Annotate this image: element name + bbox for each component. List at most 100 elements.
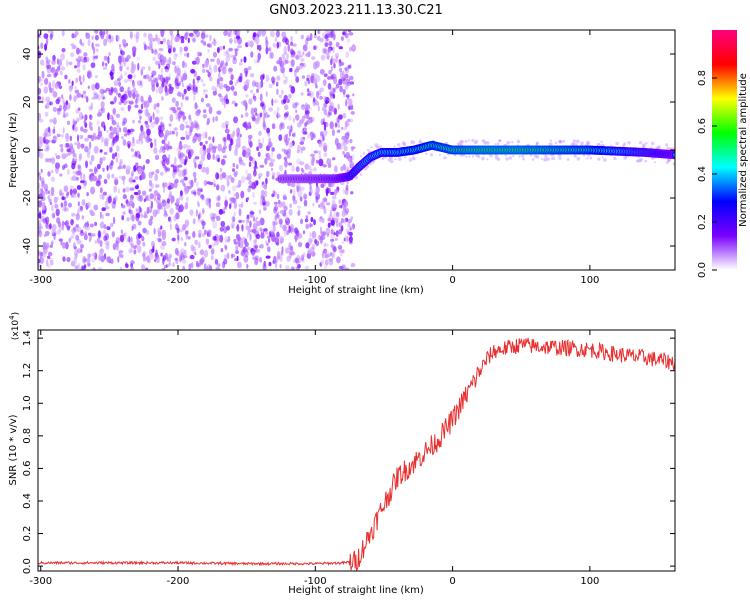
halo-blob — [403, 142, 407, 147]
noise-blob — [87, 38, 91, 47]
noise-blob — [91, 42, 94, 51]
noise-blob — [317, 30, 320, 34]
halo-blob — [540, 158, 543, 160]
noise-blob — [72, 170, 78, 175]
noise-blob — [216, 58, 221, 65]
noise-blob — [212, 213, 217, 219]
noise-blob — [41, 180, 45, 189]
noise-blob — [222, 67, 227, 75]
noise-blob — [300, 186, 305, 191]
noise-blob — [202, 208, 205, 215]
noise-blob — [163, 264, 168, 269]
noise-blob — [284, 75, 288, 84]
noise-blob — [296, 265, 300, 270]
noise-blob — [65, 241, 69, 250]
noise-blob — [171, 106, 176, 111]
noise-blob — [233, 211, 236, 217]
noise-blob — [165, 264, 169, 268]
noise-blob — [271, 151, 274, 158]
noise-blob — [154, 138, 157, 143]
noise-blob — [209, 76, 213, 82]
noise-blob — [248, 98, 253, 105]
noise-blob — [107, 195, 112, 204]
noise-blob — [83, 173, 86, 181]
noise-blob — [227, 236, 231, 243]
noise-blob — [343, 202, 349, 206]
noise-blob — [322, 134, 325, 142]
noise-blob — [192, 231, 196, 238]
noise-blob — [319, 37, 324, 43]
noise-blob — [40, 82, 43, 87]
noise-blob — [145, 124, 150, 129]
noise-blob — [323, 123, 327, 131]
noise-blob — [285, 214, 288, 222]
noise-blob — [115, 157, 119, 163]
noise-blob — [137, 189, 141, 195]
noise-blob — [49, 101, 52, 106]
noise-blob — [112, 197, 116, 205]
noise-blob — [334, 86, 338, 90]
halo-blob — [498, 139, 502, 143]
noise-blob — [232, 162, 236, 168]
noise-blob — [208, 136, 212, 141]
noise-blob — [339, 85, 343, 93]
noise-blob — [113, 176, 119, 181]
halo-blob — [554, 141, 558, 145]
noise-blob — [92, 91, 97, 95]
noise-blob — [303, 196, 307, 200]
noise-blob — [335, 220, 339, 228]
halo-blob — [468, 155, 471, 158]
noise-blob — [106, 129, 109, 133]
noise-blob — [348, 32, 354, 36]
noise-blob — [180, 111, 185, 116]
noise-blob — [319, 68, 325, 75]
noise-blob — [77, 192, 80, 198]
noise-blob — [76, 92, 82, 99]
noise-blob — [102, 61, 104, 67]
noise-blob — [121, 175, 126, 181]
noise-blob — [55, 98, 60, 105]
noise-blob — [80, 143, 85, 149]
noise-blob — [288, 208, 293, 216]
noise-blob — [315, 60, 320, 68]
noise-blob — [331, 252, 335, 259]
noise-blob — [195, 110, 201, 117]
noise-blob — [72, 149, 76, 158]
noise-blob — [158, 86, 164, 94]
noise-blob — [171, 97, 176, 103]
noise-blob — [162, 257, 165, 266]
noise-blob — [143, 32, 147, 38]
noise-blob — [277, 211, 280, 219]
halo-blob — [389, 159, 394, 164]
noise-blob — [161, 267, 166, 270]
noise-blob — [143, 198, 147, 203]
noise-blob — [279, 62, 283, 67]
noise-blob — [269, 161, 274, 167]
noise-blob — [75, 77, 78, 83]
noise-blob — [48, 81, 52, 90]
noise-blob — [340, 252, 343, 257]
noise-blob — [268, 261, 272, 267]
noise-blob — [154, 141, 157, 148]
noise-blob — [219, 226, 224, 232]
noise-blob — [115, 236, 121, 245]
noise-blob — [314, 238, 317, 245]
noise-blob — [162, 186, 166, 194]
noise-blob — [88, 141, 92, 150]
noise-blob — [310, 237, 314, 242]
noise-blob — [233, 201, 238, 209]
noise-blob — [185, 124, 190, 129]
noise-blob — [297, 205, 301, 209]
noise-blob — [39, 175, 42, 181]
noise-blob — [305, 39, 309, 46]
noise-blob — [327, 83, 332, 90]
noise-blob — [166, 167, 170, 172]
halo-blob — [359, 155, 362, 158]
noise-blob — [347, 222, 351, 228]
noise-blob — [186, 86, 191, 92]
halo-blob — [408, 158, 413, 162]
noise-blob — [273, 110, 278, 116]
noise-blob — [338, 265, 344, 270]
noise-blob — [188, 32, 194, 37]
noise-blob — [330, 65, 334, 72]
